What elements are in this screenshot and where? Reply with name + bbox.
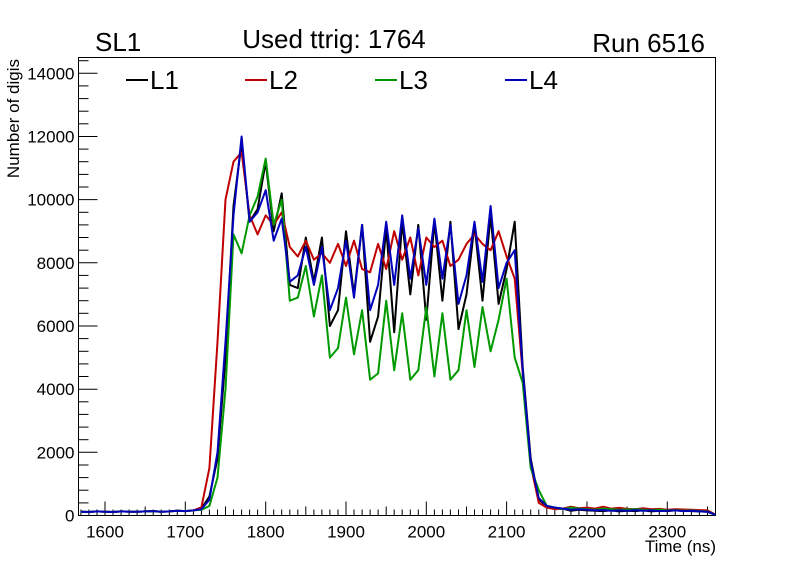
x-tick-label: 1700 <box>166 523 204 542</box>
x-tick-label: 2100 <box>488 523 526 542</box>
x-tick-label: 2300 <box>648 523 686 542</box>
legend: L1 L2 L3 L4 <box>126 65 558 95</box>
series-line-l3 <box>80 157 716 516</box>
x-axis-label: Time (ns) <box>645 537 716 556</box>
y-tick-label: 2000 <box>37 443 75 462</box>
corner-left-label: SL1 <box>95 27 141 57</box>
series-line-l2 <box>80 151 716 516</box>
x-tick-label: 2000 <box>407 523 445 542</box>
legend-label: L1 <box>150 65 179 95</box>
legend-item-l2: L2 <box>245 65 298 95</box>
y-axis-label: Number of digis <box>4 59 23 178</box>
chart-title: Used ttrig: 1764 <box>242 24 426 54</box>
series-layer <box>80 135 716 516</box>
y-tick-label: 6000 <box>37 317 75 336</box>
x-tick-label: 1600 <box>86 523 124 542</box>
x-tick-label: 1800 <box>247 523 285 542</box>
series-line-l4 <box>80 135 716 516</box>
x-tick-label: 1900 <box>327 523 365 542</box>
corner-right-label: Run 6516 <box>592 28 705 58</box>
series-line-l1 <box>80 141 716 516</box>
y-tick-label: 12000 <box>27 128 74 147</box>
legend-label: L2 <box>269 65 298 95</box>
plot-frame <box>78 57 716 516</box>
legend-item-l4: L4 <box>505 65 558 95</box>
legend-label: L4 <box>529 65 558 95</box>
legend-label: L3 <box>399 65 428 95</box>
x-tick-label: 2200 <box>568 523 606 542</box>
x-tick-labels: 1600 1700 1800 1900 2000 2100 2200 2300 <box>86 523 686 542</box>
y-tick-label: 10000 <box>27 191 74 210</box>
y-tick-label: 8000 <box>37 254 75 273</box>
y-tick-label: 4000 <box>37 380 75 399</box>
legend-item-l1: L1 <box>126 65 179 95</box>
legend-item-l3: L3 <box>375 65 428 95</box>
y-tick-label: 0 <box>65 507 74 526</box>
y-tick-label: 14000 <box>27 64 74 83</box>
y-tick-labels: 0 2000 4000 6000 8000 10000 12000 14000 <box>27 64 74 525</box>
